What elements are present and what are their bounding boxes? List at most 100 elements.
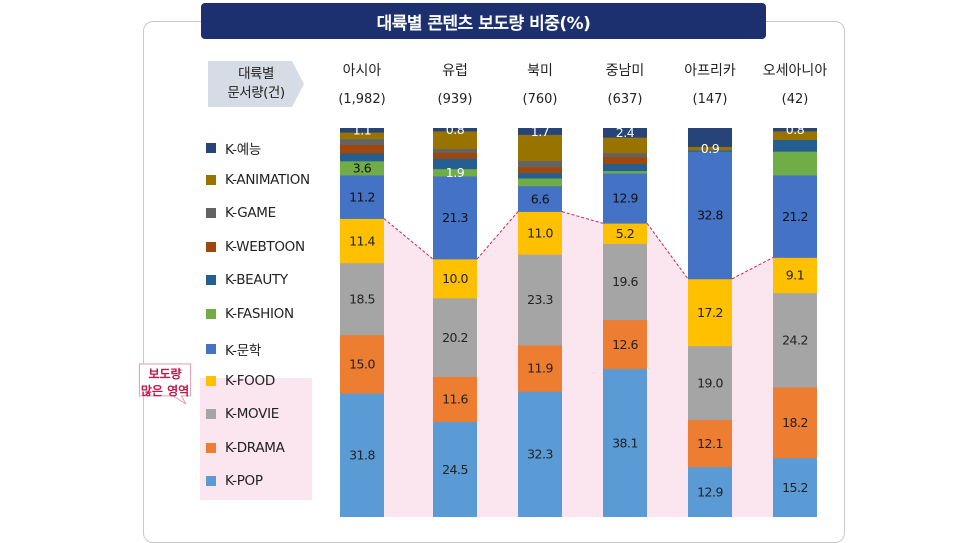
bar-segment [340, 175, 384, 219]
highlight-connector [476, 211, 519, 260]
data-label: 19.0 [697, 375, 723, 390]
bar-segment [340, 132, 384, 140]
bar-segment [433, 158, 477, 170]
data-label: 21.2 [782, 209, 808, 224]
category-count: (637) [608, 92, 643, 107]
category-count: (147) [693, 92, 728, 107]
legend-label: K-FASHION [225, 305, 294, 322]
legend-label: K-BEAUTY [225, 272, 288, 288]
data-label: 5.2 [616, 226, 634, 241]
data-label: 1.9 [446, 165, 465, 180]
data-label: 12.1 [697, 436, 723, 451]
bar-segment [518, 166, 562, 174]
legend-swatch [206, 344, 216, 354]
header-label-line1: 대륙별 [238, 66, 274, 82]
bar-segment [433, 168, 477, 177]
bar-segment [433, 297, 477, 377]
category-label: 오세아니아 [763, 63, 828, 79]
bar-segment [433, 148, 477, 153]
bar-segment [340, 334, 384, 394]
data-label: 0.8 [786, 122, 805, 137]
callout-text: 보도량 많은 영역 [136, 366, 194, 400]
bar-segment [340, 161, 384, 176]
bar-segment [603, 243, 647, 321]
highlight-connector [646, 223, 689, 280]
bar-segment [603, 163, 647, 172]
callout-line2: 많은 영역 [140, 384, 190, 398]
data-label: 32.8 [697, 208, 723, 223]
legend-swatch [206, 208, 216, 218]
bar-segment [518, 160, 562, 168]
bar-segment [773, 139, 817, 152]
legend-label: K-POP [225, 473, 263, 489]
callout-bubble [138, 363, 192, 405]
data-label: 2.4 [616, 125, 635, 140]
bar-segment [340, 218, 384, 264]
bar-segment [773, 131, 817, 140]
legend-label: K-문학 [225, 343, 261, 359]
bar-segment [603, 173, 647, 224]
header-label: 대륙별 문서량(건) [208, 61, 304, 107]
category-label: 중남미 [606, 63, 645, 79]
data-label: 17.2 [697, 305, 723, 320]
bar-segment [688, 146, 732, 151]
bar-segment [518, 254, 562, 346]
legend-swatch [206, 308, 216, 319]
callout-line1: 보도량 [148, 367, 182, 381]
legend-swatch [206, 275, 216, 285]
bar-segment [603, 319, 647, 370]
data-label: 31.8 [349, 448, 375, 463]
header-label-line2: 문서량(건) [227, 85, 285, 101]
legend-swatch [206, 143, 216, 153]
bar-segment [773, 151, 817, 176]
bar-segment [773, 387, 817, 459]
data-label: 18.5 [349, 291, 375, 306]
legend-label: K-WEBTOON [225, 238, 305, 255]
bar-segment [340, 144, 384, 154]
category-label: 아프리카 [684, 63, 736, 79]
highlight-connector [561, 211, 604, 224]
legend-swatch [206, 174, 216, 185]
bar-segment [688, 419, 732, 468]
legend-label: K-MOVIE [225, 406, 279, 422]
bar-segment [773, 292, 817, 388]
data-label: 32.3 [527, 447, 553, 462]
legend-item: K-FASHION [206, 306, 294, 322]
header-label-arrow [208, 61, 304, 107]
bar-segment [433, 376, 477, 422]
data-label: 24.5 [442, 462, 468, 477]
bar-segment [433, 421, 477, 517]
bar-segment [340, 128, 384, 133]
data-label: 15.0 [349, 357, 375, 372]
legend-swatch [206, 375, 216, 386]
legend-swatch [206, 409, 216, 419]
stacked-bar-chart: 아시아 (1,982) 31.8 15.0 18.5 11.4 11.2 3.6 1.1 유럽 (9… [200, 63, 828, 517]
legend-item: K-ANIMATION [206, 172, 310, 188]
bar-segment [688, 466, 732, 517]
bar-segment [340, 138, 384, 146]
bar-segment [340, 262, 384, 336]
data-label: 9.1 [786, 268, 804, 283]
data-label: 11.4 [349, 233, 375, 248]
legend-item: K-BEAUTY [206, 272, 288, 288]
legend-item: K-DRAMA [206, 440, 285, 456]
data-label: 12.9 [612, 191, 638, 206]
legend-item: K-GAME [206, 205, 276, 221]
bar-segment [433, 131, 477, 149]
bar-segment [518, 178, 562, 187]
bar-segment [688, 128, 732, 147]
bar-segment [518, 345, 562, 392]
category-count: (42) [782, 92, 809, 107]
chart-title: 대륙별 콘텐츠 보도량 비중(%) [201, 3, 766, 39]
data-label: 19.6 [612, 274, 638, 289]
category-count: (760) [523, 92, 558, 107]
bar-segment [518, 172, 562, 179]
bar-segment [603, 156, 647, 165]
bar-segment [603, 170, 647, 174]
data-label: 15.2 [782, 480, 808, 495]
bar-segment [518, 211, 562, 255]
bar-segment [433, 176, 477, 260]
bar-segment [340, 153, 384, 162]
data-label: 21.3 [442, 210, 468, 225]
bar-segment [433, 128, 477, 132]
